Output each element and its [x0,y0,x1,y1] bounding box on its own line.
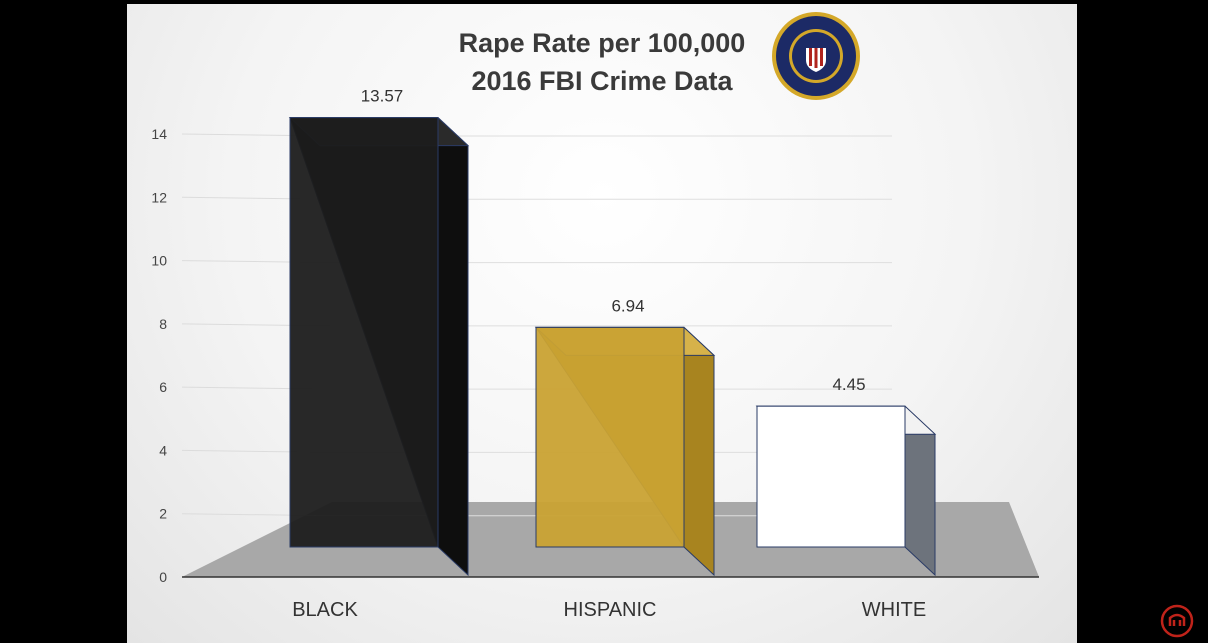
bar-black [288,117,470,577]
chart-subtitle: 2016 FBI Crime Data [471,66,733,96]
x-tick-label: HISPANIC [564,599,657,621]
bar-hispanic [534,326,716,577]
y-tick-label: 12 [151,189,167,205]
x-tick-label: BLACK [292,599,358,621]
bar-front-face [756,405,906,548]
data-label: 6.94 [611,296,644,315]
y-tick-label: 0 [159,569,167,585]
y-tick-label: 4 [159,442,167,458]
y-tick-label: 2 [159,506,167,522]
fbi-seal-icon [772,12,860,100]
y-tick-label: 14 [151,126,167,142]
y-tick-label: 6 [159,379,167,395]
chart-title: Rape Rate per 100,000 [458,28,746,58]
chart-slide: Rape Rate per 100,000 2016 FBI Crime Dat… [127,4,1077,643]
data-label: 4.45 [832,375,865,394]
bar-front-face [289,117,439,548]
channel-logo-icon [1160,604,1194,638]
y-tick-label: 8 [159,316,167,332]
y-tick-label: 10 [151,253,167,269]
bar-front-face [535,326,685,548]
bar-white [755,405,937,577]
bar-chart: 0 2 4 6 8 10 12 14 13.57 BLACK 6.94 HISPANIC 4.45 WHI… [151,87,1039,621]
data-label: 13.57 [361,87,404,106]
x-tick-label: WHITE [862,599,926,621]
